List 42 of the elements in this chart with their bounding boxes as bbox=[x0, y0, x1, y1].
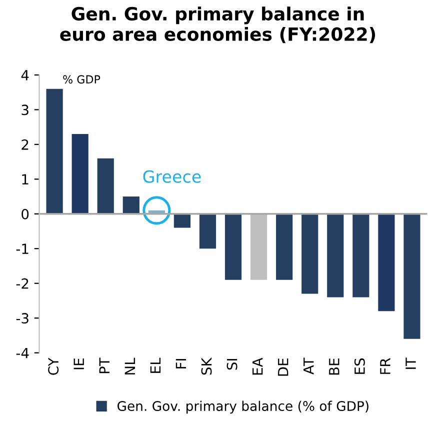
y-tick-label: -1 bbox=[16, 244, 28, 254]
x-tick-label: SI bbox=[226, 359, 238, 370]
x-tick-label: FI bbox=[176, 359, 186, 368]
chart-title: Gen. Gov. primary balance in euro area economies (FY:2022) bbox=[60, 6, 376, 44]
x-tick-label: SK bbox=[201, 357, 212, 375]
y-tick-label: 1 bbox=[22, 174, 28, 184]
x-tick-label: NL bbox=[124, 358, 135, 374]
bar bbox=[224, 214, 242, 280]
x-tick-label: FR bbox=[380, 358, 390, 374]
y-tick-label: 3 bbox=[22, 104, 28, 116]
bar bbox=[250, 214, 268, 280]
bar bbox=[174, 214, 190, 228]
x-tick-label: CY bbox=[48, 358, 59, 375]
bar bbox=[122, 196, 140, 214]
x-tick-label: IT bbox=[406, 358, 416, 369]
y-tick-label: -2 bbox=[16, 278, 28, 289]
bar bbox=[302, 214, 318, 294]
bar bbox=[46, 88, 63, 214]
y-tick-label: -4 bbox=[16, 348, 29, 358]
legend-label: Gen. Gov. primary balance (% of GDP) bbox=[117, 400, 368, 414]
bar bbox=[352, 214, 370, 298]
bar bbox=[378, 214, 395, 312]
x-tick-label: DE bbox=[278, 358, 288, 376]
bar bbox=[276, 214, 293, 280]
x-tick-label: EL bbox=[150, 358, 161, 373]
bar bbox=[97, 158, 114, 214]
x-tick-label: IE bbox=[74, 358, 84, 370]
bar bbox=[327, 214, 344, 298]
x-tick-label: ES bbox=[354, 358, 365, 374]
y-tick-label: -3 bbox=[16, 313, 28, 324]
x-tick-label: EA bbox=[252, 358, 263, 375]
bar bbox=[404, 214, 420, 339]
x-tick-label: BE bbox=[329, 358, 340, 375]
y-tick-label: 2 bbox=[22, 139, 28, 150]
bar bbox=[72, 134, 88, 214]
bar bbox=[199, 214, 216, 249]
x-tick-label: PT bbox=[99, 358, 110, 374]
annotation: Greece bbox=[143, 170, 201, 183]
y-tick-label: 4 bbox=[21, 70, 29, 80]
y-tick-label: 0 bbox=[22, 208, 29, 220]
annotation: % GDP bbox=[63, 75, 100, 84]
x-tick-label: AT bbox=[304, 358, 314, 374]
